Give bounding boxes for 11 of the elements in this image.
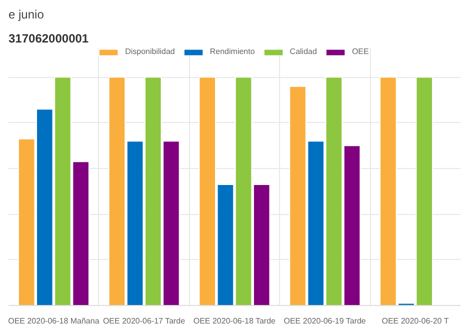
x-tick-label: OEE 2020-06-17 Tarde [102,316,186,326]
x-tick-label: OEE 2020-06-18 Tarde [193,316,276,326]
x-tick-label: OEE 2020-06-20 T [382,316,449,326]
legend-label: Rendimiento [210,47,255,56]
legend-label: OEE [352,47,370,56]
chart-title: e junio [8,8,44,22]
x-tick-label: OEE 2020-06-18 Mañana [8,316,100,326]
chart-subtitle: 317062000001 [8,32,89,46]
legend-label: Disponibilidad [125,47,175,56]
x-tick-label: OEE 2020-06-19 Tarde [284,316,366,326]
legend-label: Calidad [290,47,317,56]
